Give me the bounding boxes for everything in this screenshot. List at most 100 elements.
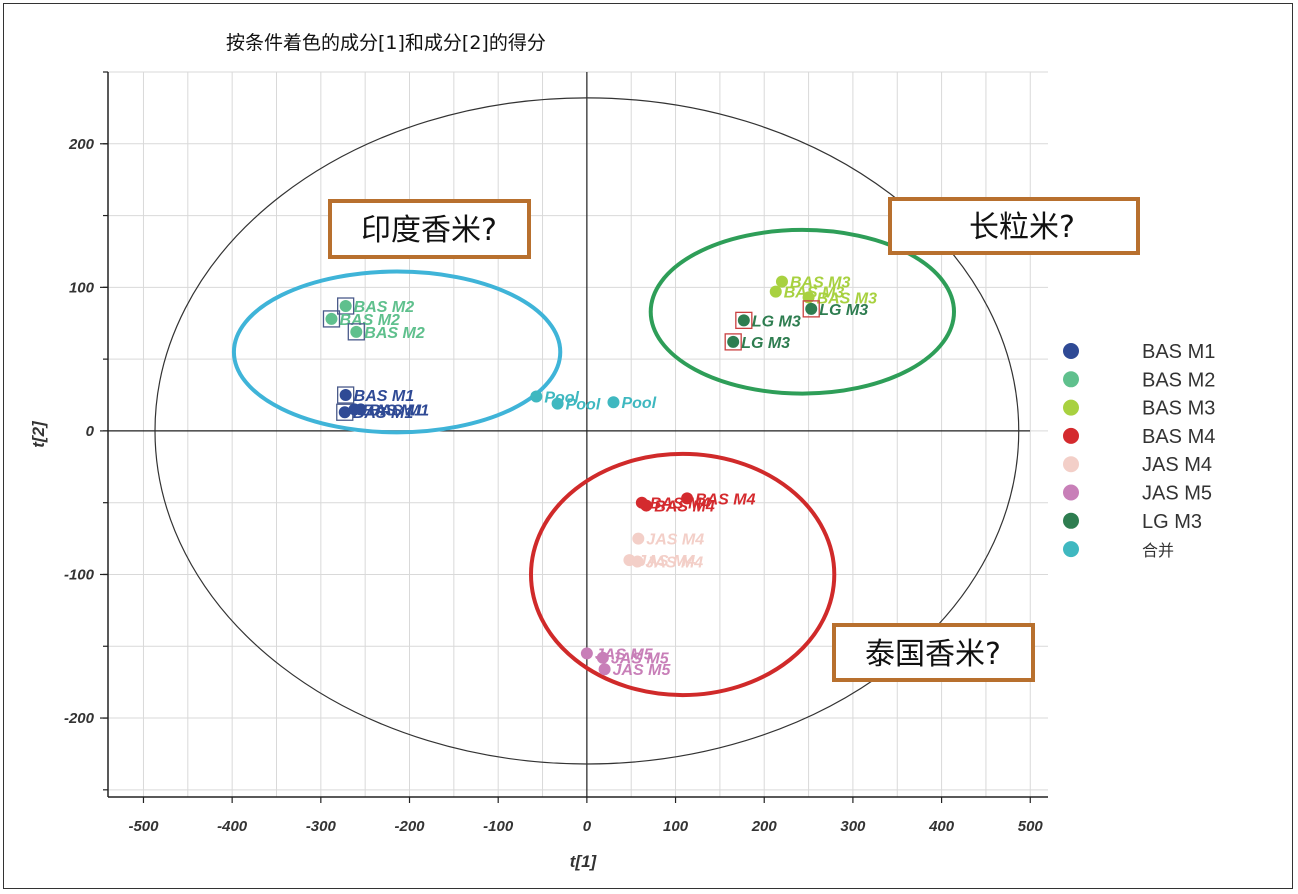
- data-point-label: JAS M4: [637, 553, 695, 570]
- x-axis-title: t[1]: [570, 852, 598, 871]
- annotation-jasmine-text: 泰国香米?: [865, 637, 1001, 672]
- data-point[interactable]: [580, 647, 593, 660]
- data-point[interactable]: [325, 312, 338, 325]
- chart-title: 按条件着色的成分[1]和成分[2]的得分: [226, 32, 546, 54]
- data-point[interactable]: [596, 651, 609, 664]
- data-point[interactable]: [350, 325, 363, 338]
- legend-label: JAS M4: [1142, 454, 1212, 476]
- x-tick-label: -500: [128, 818, 159, 835]
- legend-marker: [1063, 343, 1079, 359]
- data-point[interactable]: [339, 389, 352, 402]
- legend[interactable]: BAS M1 BAS M2 BAS M3 BAS M4 JAS M4 JAS M5 LG M…: [1063, 341, 1215, 560]
- x-tick-label: 400: [928, 818, 955, 835]
- x-tick-label: 200: [751, 818, 778, 835]
- selected-marker-box: [347, 323, 365, 341]
- data-point-label: BAS M2: [354, 299, 415, 316]
- data-point[interactable]: [681, 492, 694, 505]
- y-tick-label: -100: [64, 566, 95, 583]
- data-point[interactable]: [727, 335, 740, 348]
- data-point[interactable]: [775, 275, 788, 288]
- legend-marker: [1063, 399, 1079, 416]
- data-point-label: BAS M4: [654, 499, 715, 516]
- data-point[interactable]: [607, 396, 620, 409]
- data-point-label: Pool: [621, 395, 656, 412]
- legend-label: BAS M1: [1142, 341, 1215, 363]
- x-tick-label: 100: [663, 818, 689, 835]
- x-tick-label: -200: [394, 818, 425, 835]
- data-point[interactable]: [802, 291, 815, 304]
- grid: [108, 71, 1048, 797]
- selected-marker-box: [337, 297, 355, 315]
- data-point-label: LG M3: [752, 313, 801, 330]
- annotation-long-grain-box: [888, 197, 1140, 255]
- selected-marker-box: [802, 300, 820, 318]
- data-point-label: BAS M3: [790, 275, 851, 292]
- data-point[interactable]: [632, 532, 645, 545]
- data-point[interactable]: [339, 300, 352, 313]
- data-point-label: JAS M4: [645, 555, 703, 572]
- legend-label: 合并: [1142, 541, 1174, 560]
- annotation-jasmine-box: [832, 623, 1035, 682]
- data-point-label: BAS M1: [354, 388, 415, 405]
- x-tick-label: 300: [840, 818, 866, 835]
- data-point-label: Pool: [566, 397, 601, 414]
- legend-marker: [1063, 484, 1079, 501]
- selected-marker-box: [322, 310, 341, 328]
- axes: -500 -400 -300 -200 -100 0 100 200 300 400 500 -200…: [29, 71, 1048, 871]
- legend-label: LG M3: [1142, 511, 1202, 533]
- data-point-label: BAS M2: [339, 312, 400, 329]
- basmati-group-ellipse: [231, 269, 563, 435]
- data-point-label: JAS M5: [611, 651, 670, 668]
- y-tick-label: -200: [64, 710, 95, 727]
- selected-marker-box: [724, 333, 742, 351]
- legend-label: BAS M4: [1142, 426, 1215, 448]
- data-point-label: BAS M4: [650, 496, 711, 513]
- data-point[interactable]: [769, 285, 782, 298]
- data-point[interactable]: [338, 406, 351, 419]
- data-point-label: JAS M5: [613, 662, 672, 679]
- data-point[interactable]: [354, 403, 367, 416]
- y-tick-label: 100: [69, 279, 95, 296]
- data-point[interactable]: [737, 314, 750, 327]
- legend-marker: [1063, 456, 1079, 473]
- x-tick-label: 500: [1018, 818, 1044, 835]
- data-point-label: JAS M5: [595, 646, 654, 663]
- selected-marker-box: [337, 386, 355, 404]
- legend-marker: [1063, 427, 1079, 444]
- legend-marker: [1063, 512, 1079, 529]
- data-point-label: BAS M2: [364, 325, 425, 342]
- x-tick-label: -300: [306, 818, 337, 835]
- data-point-label: BAS M3: [784, 285, 845, 302]
- annotation-basmati-box: [328, 199, 531, 259]
- data-point-label: LG M3: [741, 335, 790, 352]
- data-point-label: LG M3: [819, 302, 868, 319]
- legend-marker: [1063, 541, 1079, 558]
- data-point[interactable]: [640, 499, 653, 512]
- data-point[interactable]: [805, 302, 818, 315]
- data-point-label: JAS M4: [646, 532, 704, 549]
- legend-label: BAS M2: [1142, 369, 1215, 391]
- jasmine-group-ellipse: [529, 451, 837, 698]
- data-point[interactable]: [598, 663, 611, 676]
- data-point-label: BAS M1: [369, 402, 430, 419]
- data-point-label: BAS M1: [363, 402, 424, 419]
- confidence-ellipse: [154, 97, 1020, 765]
- long-grain-group-ellipse: [648, 227, 957, 396]
- x-tick-label: -100: [483, 818, 514, 835]
- data-point[interactable]: [631, 555, 644, 568]
- data-point[interactable]: [551, 397, 564, 410]
- annotation-long-grain-text: 长粒米?: [969, 210, 1075, 245]
- x-tick-label: 0: [583, 818, 592, 835]
- annotations: 印度香米? 长粒米? 泰国香米?: [328, 197, 1140, 682]
- legend-label: JAS M5: [1142, 483, 1212, 505]
- x-tick-label: -400: [217, 818, 248, 835]
- ellipses: [154, 97, 1020, 765]
- data-point[interactable]: [530, 390, 543, 403]
- y-tick-label: 200: [68, 136, 95, 153]
- data-point-label: BAS M1: [353, 405, 414, 422]
- y-tick-label: 0: [86, 423, 95, 440]
- y-axis-title: t[2]: [29, 420, 48, 448]
- figure-frame: [3, 3, 1293, 889]
